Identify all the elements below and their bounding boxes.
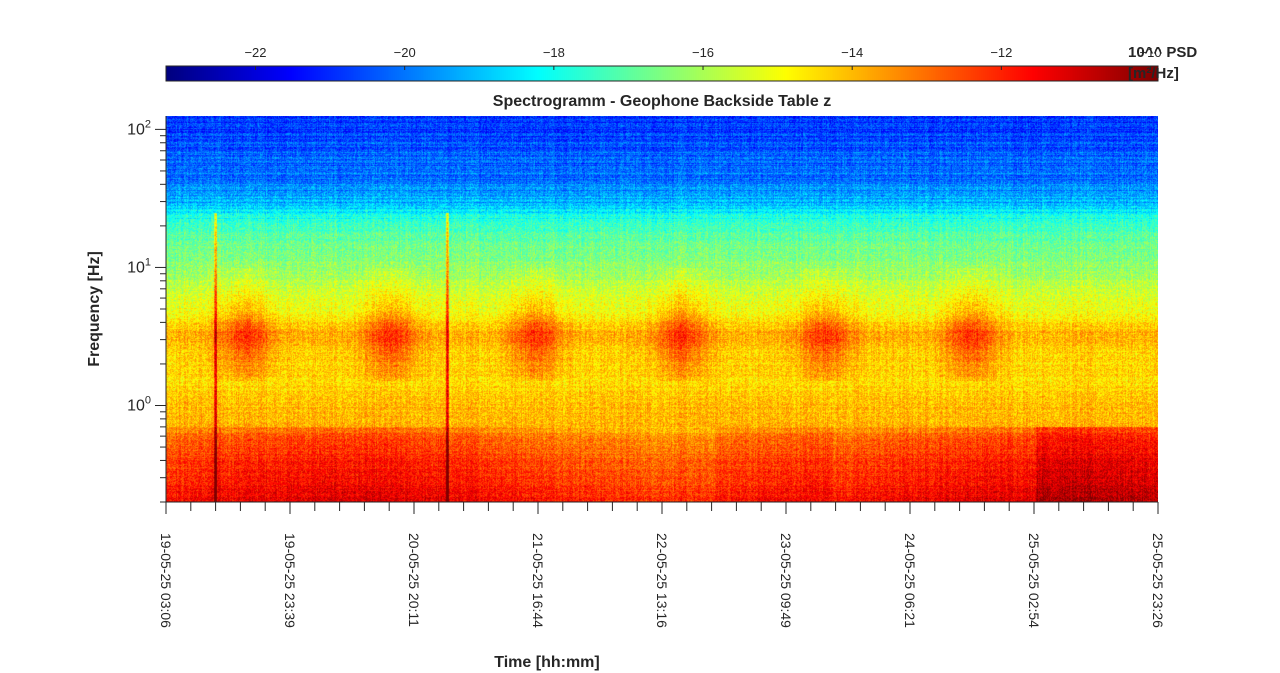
x-tick-label: 20-05-25 20:11 — [406, 533, 422, 627]
colorbar-tick-label: −16 — [692, 45, 714, 60]
x-tick-label: 19-05-25 03:06 — [158, 533, 174, 628]
colorbar-tick-label: −18 — [543, 45, 565, 60]
x-axis-label: Time [hh:mm] — [494, 654, 599, 671]
x-tick-label: 19-05-25 23:39 — [282, 533, 298, 628]
x-tick-label: 25-05-25 23:26 — [1150, 533, 1166, 628]
x-axis-ticks: 19-05-25 03:06 19-05-25 23:39 20-05-25 20:… — [158, 502, 1166, 628]
x-tick-label: 24-05-25 06:21 — [902, 533, 918, 628]
axes: 100 101 102 19-05-25 03:06 19-05-25 23:39 20… — [127, 116, 1166, 628]
colorbar-tick-label: −20 — [394, 45, 416, 60]
spectrogram-image — [166, 116, 1158, 502]
x-tick-label: 25-05-25 02:54 — [1026, 533, 1042, 628]
colorbar-label-unit: [m²/Hz] — [1128, 65, 1179, 82]
colorbar-tick-label: −22 — [244, 45, 266, 60]
x-tick-label: 21-05-25 16:44 — [530, 533, 546, 628]
colorbar-ticks: −22 −20 −18 −16 −14 −12 −10 — [244, 45, 1162, 70]
y-tick-label: 102 — [127, 118, 151, 138]
x-tick-label: 22-05-25 13:16 — [654, 533, 670, 628]
colorbar-tick-label: −12 — [990, 45, 1012, 60]
y-tick-label: 101 — [127, 256, 151, 276]
colorbar-label-top: 10^^ PSD — [1128, 44, 1197, 61]
colorbar-frame — [165, 65, 1159, 82]
colorbar: −22 −20 −18 −16 −14 −12 −10 10^^ PSD [m²/Hz] — [165, 44, 1197, 82]
x-tick-label: 23-05-25 09:49 — [778, 533, 794, 628]
y-axis-label: Frequency [Hz] — [86, 251, 103, 367]
y-tick-label: 100 — [127, 395, 151, 415]
colorbar-tick-label: −14 — [841, 45, 863, 60]
chart-title: Spectrogramm - Geophone Backside Table z — [493, 93, 831, 110]
colorbar-gradient — [166, 66, 1158, 81]
colorbar-tick-label: −10 — [1140, 45, 1162, 60]
y-axis-ticks: 100 101 102 — [127, 118, 166, 503]
